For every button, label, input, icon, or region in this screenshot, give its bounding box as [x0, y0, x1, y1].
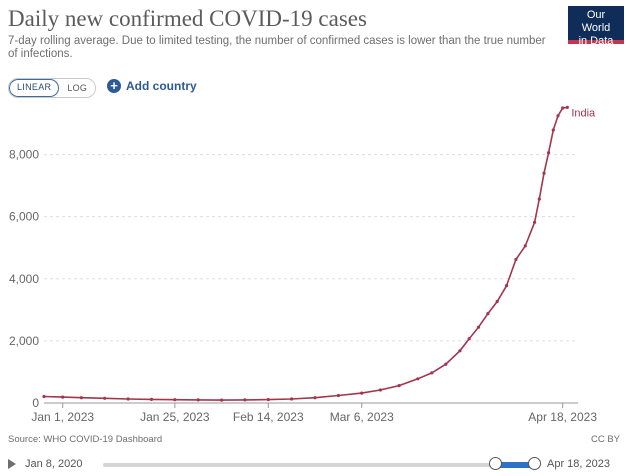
data-point: [533, 220, 537, 224]
data-point: [467, 337, 471, 341]
timeline-start-label: Jan 8, 2020: [25, 458, 83, 470]
data-point: [397, 384, 401, 388]
data-point: [542, 171, 546, 175]
data-point: [360, 391, 364, 395]
data-point: [220, 398, 224, 402]
data-point: [537, 197, 541, 201]
data-point: [476, 325, 481, 329]
data-point: [561, 106, 565, 110]
data-point: [458, 349, 462, 353]
data-point: [514, 257, 518, 262]
series-label-india: India: [571, 107, 596, 119]
data-point: [565, 105, 569, 109]
data-point: [547, 151, 551, 155]
logo-line1: Our World: [581, 9, 611, 34]
owid-logo[interactable]: Our World in Data: [568, 6, 624, 47]
timeline-track[interactable]: [103, 463, 535, 467]
x-tick-label: Feb 14, 2023: [233, 410, 304, 424]
y-tick-label: 0: [32, 396, 39, 410]
timeline-selected-range[interactable]: [496, 462, 534, 468]
data-point: [486, 312, 490, 316]
data-point: [103, 396, 107, 400]
x-tick-label: Apr 18, 2023: [528, 410, 597, 424]
data-point: [495, 299, 499, 304]
plus-circle-icon: +: [107, 79, 121, 93]
data-point: [126, 397, 130, 401]
chart-title: Daily new confirmed COVID-19 cases: [8, 6, 367, 31]
data-point: [556, 114, 560, 118]
chart-subtitle: 7-day rolling average. Due to limited te…: [8, 35, 546, 60]
play-icon[interactable]: [8, 459, 16, 469]
y-tick-label: 6,000: [9, 210, 39, 224]
timeline-start-handle[interactable]: [489, 457, 502, 470]
series-line-india: [43, 106, 568, 401]
data-point: [79, 396, 83, 400]
data-point: [173, 398, 177, 402]
data-point: [266, 398, 270, 402]
data-point: [430, 371, 434, 375]
data-point: [42, 394, 46, 399]
linear-scale-button[interactable]: LINEAR: [9, 79, 60, 97]
timeline-end-handle[interactable]: [528, 457, 541, 470]
data-point: [290, 397, 294, 401]
data-point: [505, 284, 509, 288]
x-tick-label: Jan 25, 2023: [140, 410, 210, 424]
add-country-label: Add country: [126, 79, 197, 93]
y-tick-label: 4,000: [9, 272, 39, 286]
data-point: [523, 244, 527, 248]
data-point: [149, 397, 154, 401]
data-point: [313, 396, 317, 400]
data-point: [378, 388, 382, 392]
data-point: [416, 377, 420, 381]
scale-toggle: LINEAR LOG: [8, 78, 97, 98]
data-point: [196, 398, 200, 402]
timeline: Jan 8, 2020 Apr 18, 2023: [0, 452, 630, 476]
license-note[interactable]: CC BY: [590, 434, 620, 445]
data-point: [336, 393, 340, 398]
data-point: [61, 395, 65, 399]
x-tick-label: Mar 6, 2023: [330, 410, 394, 424]
data-point: [551, 128, 555, 132]
data-point: [444, 362, 448, 366]
data-point: [243, 398, 247, 402]
source-note[interactable]: Source: WHO COVID-19 Dashboard: [8, 434, 163, 445]
logo-line2: in Data: [578, 35, 614, 47]
x-tick-label: Jan 1, 2023: [31, 410, 94, 424]
timeline-end-label: Apr 18, 2023: [547, 458, 610, 470]
y-tick-label: 8,000: [9, 148, 39, 162]
log-scale-button[interactable]: LOG: [59, 79, 96, 97]
add-country-button[interactable]: + Add country: [107, 79, 197, 93]
y-tick-label: 2,000: [9, 334, 39, 348]
